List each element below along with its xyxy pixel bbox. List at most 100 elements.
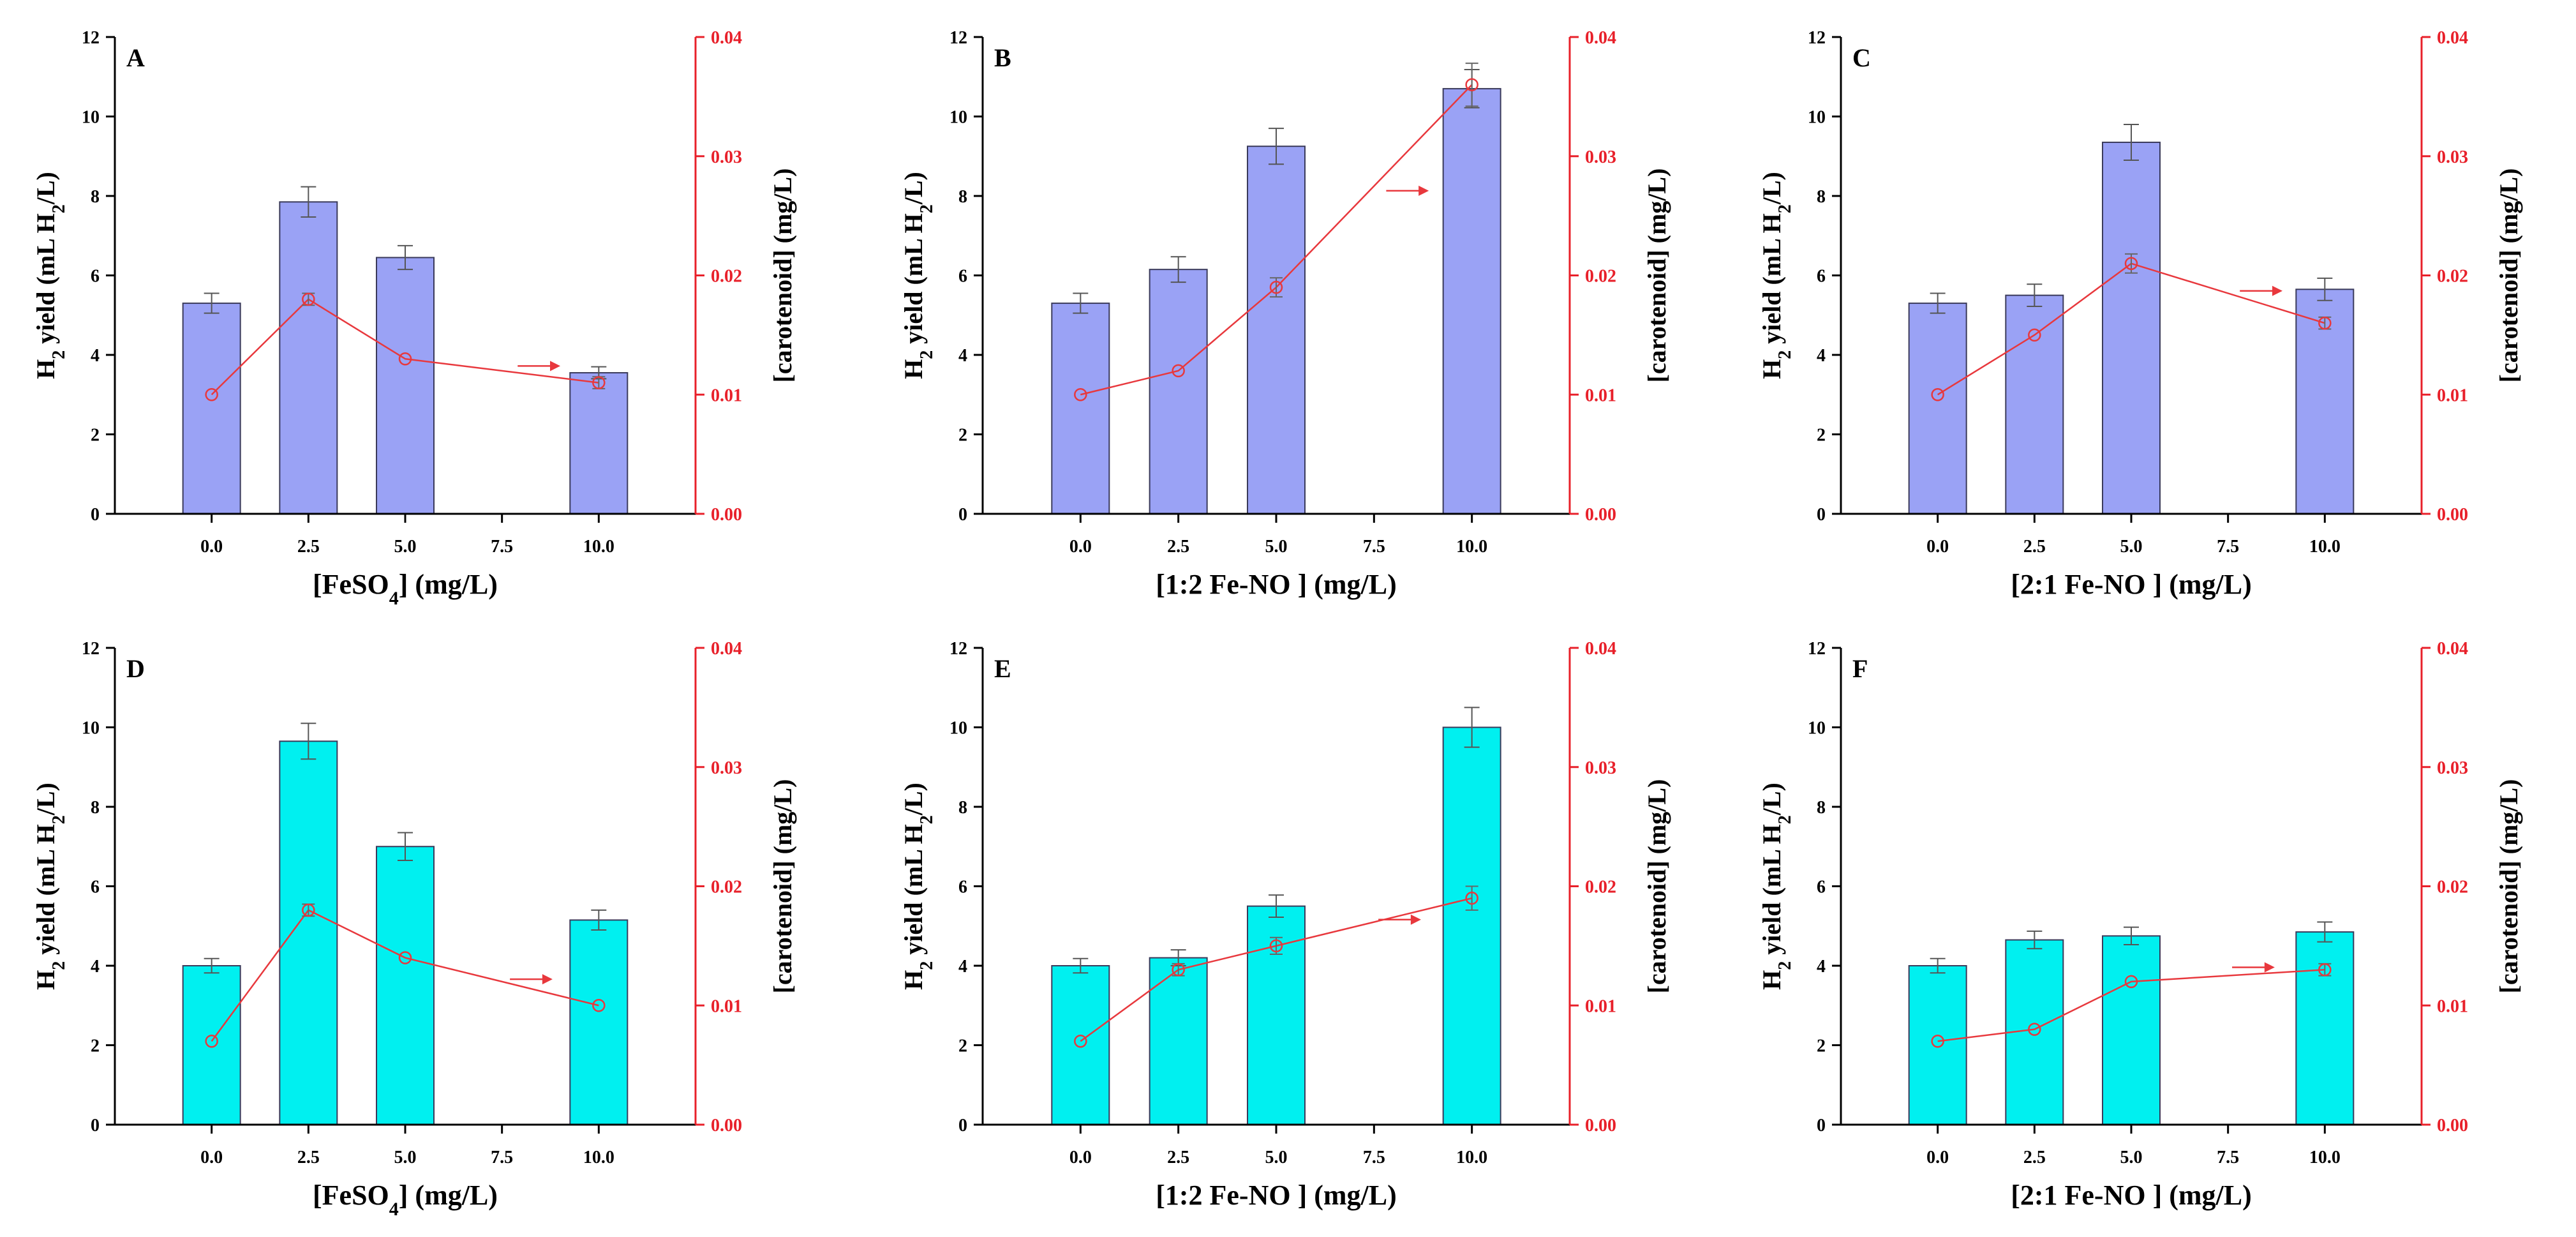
carotenoid-point [302, 292, 315, 306]
error-bar-h2-yield [2027, 283, 2043, 308]
x-tick-label: 5.0 [1265, 1148, 1288, 1167]
right-tick-label: 0.02 [711, 878, 742, 897]
carotenoid-point [1172, 963, 1185, 977]
right-tick-label: 0.01 [2437, 386, 2468, 405]
left-tick-label: 4 [91, 957, 100, 977]
error-bar-h2-yield [204, 292, 220, 314]
error-bar-h2-yield [1269, 894, 1284, 918]
x-tick-label: 0.0 [1069, 1148, 1092, 1167]
bar-h2-yield [376, 257, 435, 514]
left-tick-label: 0 [958, 1116, 967, 1136]
left-tick-label: 0 [1817, 1116, 1826, 1136]
left-tick-label: 4 [1817, 346, 1826, 366]
x-axis-label: [1:2 Fe-NO ] (mg/L) [1156, 569, 1397, 600]
carotenoid-point [1074, 1035, 1087, 1048]
error-bar-h2-yield [2317, 277, 2333, 301]
left-tick-label: 0 [958, 505, 967, 525]
chart-panel-a: 0 2 4 6 8 10 12 0.00 0.01 0.02 0.03 0.04 0.0 2.5 5.0 7.… [31, 28, 797, 609]
x-tick-label: 5.0 [1265, 537, 1288, 557]
bar-h2-yield [279, 201, 338, 514]
bar-h2-yield [2295, 931, 2355, 1126]
left-tick-label: 4 [958, 957, 967, 977]
carotenoid-point [592, 376, 606, 389]
right-axis-label: [carotenoid] (mg/L) [2494, 169, 2523, 383]
error-bar-h2-yield [591, 909, 607, 931]
chart-panel-b: 0 2 4 6 8 10 12 0.00 0.01 0.02 0.03 0.04 0.0 2.5 5.0 7.… [899, 28, 1671, 600]
error-bar-h2-yield [398, 832, 413, 862]
right-tick-label: 0.02 [2437, 878, 2468, 897]
carotenoid-point [1269, 939, 1283, 953]
bar-h2-yield [1442, 726, 1501, 1125]
left-tick-label: 6 [91, 267, 100, 287]
x-tick-label: 2.5 [297, 1148, 320, 1167]
error-bar-h2-yield [1073, 292, 1089, 314]
right-axis-arrow [2232, 962, 2275, 973]
panel-label: E [994, 654, 1011, 683]
left-tick-label: 8 [91, 187, 100, 207]
right-axis-label: [carotenoid] (mg/L) [768, 779, 797, 994]
bar-h2-yield [376, 846, 435, 1125]
left-tick-label: 6 [1817, 878, 1826, 897]
left-tick-label: 12 [949, 639, 967, 659]
carotenoid-point [1931, 388, 1944, 401]
left-tick-label: 2 [91, 426, 100, 446]
x-tick-label: 10.0 [1456, 537, 1487, 557]
carotenoid-point [205, 388, 218, 401]
carotenoid-point [2124, 975, 2138, 989]
x-tick-label: 0.0 [200, 537, 223, 557]
carotenoid-point [2318, 316, 2332, 330]
x-axis-label: [1:2 Fe-NO ] (mg/L) [1156, 1180, 1397, 1211]
left-tick-label: 8 [1817, 798, 1826, 818]
error-bar-h2-yield [204, 957, 220, 974]
bar-h2-yield [182, 303, 241, 514]
right-tick-label: 0.01 [2437, 996, 2468, 1016]
carotenoid-point [1931, 1035, 1944, 1048]
bar-h2-yield [2005, 294, 2064, 514]
x-tick-label: 10.0 [583, 1148, 614, 1167]
right-tick-label: 0.03 [2437, 758, 2468, 778]
panel-label: B [994, 43, 1011, 72]
error-bar-h2-yield [2317, 921, 2333, 943]
right-axis-arrow [517, 361, 561, 371]
bar-h2-yield [1908, 965, 1967, 1125]
chart-panel-d: 0 2 4 6 8 10 12 0.00 0.01 0.02 0.03 0.04 0.0 2.5 5.0 7.… [31, 639, 797, 1220]
error-bar-h2-yield [1170, 256, 1186, 283]
right-axis-arrow [1378, 914, 1421, 925]
x-tick-label: 2.5 [1167, 537, 1189, 557]
left-tick-label: 8 [958, 798, 967, 818]
x-tick-label: 7.5 [2217, 1148, 2239, 1167]
left-axis-label: H2 yield (mL H2/L) [1757, 172, 1795, 379]
left-tick-label: 2 [1817, 1037, 1826, 1056]
right-tick-label: 0.00 [2437, 505, 2468, 525]
right-tick-label: 0.03 [711, 758, 742, 778]
right-tick-label: 0.00 [1585, 505, 1616, 525]
bar-h2-yield [279, 740, 338, 1125]
x-tick-label: 5.0 [394, 1148, 417, 1167]
right-tick-label: 0.00 [711, 1116, 742, 1136]
right-axis-label: [carotenoid] (mg/L) [1642, 779, 1671, 994]
right-tick-label: 0.03 [2437, 147, 2468, 167]
x-tick-label: 0.0 [1926, 537, 1949, 557]
carotenoid-line [1937, 262, 2325, 396]
right-tick-label: 0.03 [1585, 758, 1616, 778]
error-bar-h2-yield [1073, 957, 1089, 974]
left-tick-label: 12 [1808, 28, 1826, 48]
left-axis-label: H2 yield (mL H2/L) [1757, 783, 1795, 990]
left-tick-label: 12 [82, 28, 100, 48]
x-tick-label: 7.5 [2217, 537, 2239, 557]
right-tick-label: 0.02 [1585, 878, 1616, 897]
right-axis-arrow [1386, 185, 1429, 196]
carotenoid-point [1172, 364, 1185, 378]
panel-label: A [126, 43, 145, 72]
x-tick-label: 0.0 [1926, 1148, 1949, 1167]
left-tick-label: 0 [1817, 505, 1826, 525]
left-tick-label: 8 [91, 798, 100, 818]
bar-h2-yield [182, 965, 241, 1125]
left-tick-label: 10 [1808, 719, 1826, 738]
carotenoid-point [398, 352, 412, 366]
left-tick-label: 12 [82, 639, 100, 659]
right-tick-label: 0.02 [2437, 267, 2468, 287]
left-tick-label: 6 [1817, 267, 1826, 287]
right-axis-arrow [2240, 285, 2282, 296]
right-tick-label: 0.00 [2437, 1116, 2468, 1136]
